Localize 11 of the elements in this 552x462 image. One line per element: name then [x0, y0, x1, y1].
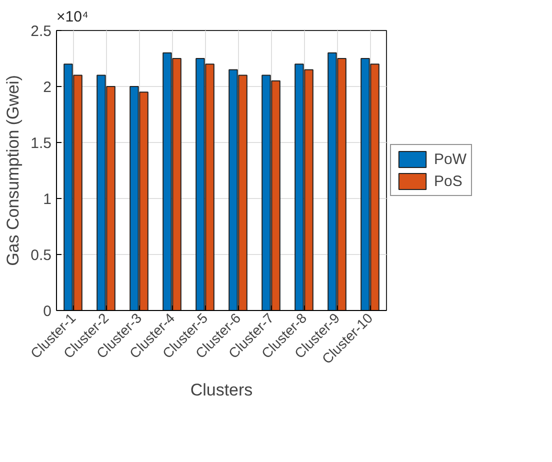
- legend-label: PoS: [434, 172, 462, 190]
- legend-label: PoW: [434, 150, 467, 168]
- y-tick-label: 0: [43, 303, 52, 320]
- y-tick-label: 0.5: [30, 247, 52, 264]
- text: ×10⁴: [56, 8, 88, 26]
- x-axis-title: Clusters: [190, 380, 253, 400]
- y-axis-title: Gas Consumption (Gwei): [4, 75, 23, 266]
- y-tick-label: 2.5: [30, 23, 52, 40]
- y-tick-label: 2: [43, 79, 52, 96]
- y-tick-label: 1.5: [30, 135, 52, 152]
- y-tick-label: 1: [43, 191, 52, 208]
